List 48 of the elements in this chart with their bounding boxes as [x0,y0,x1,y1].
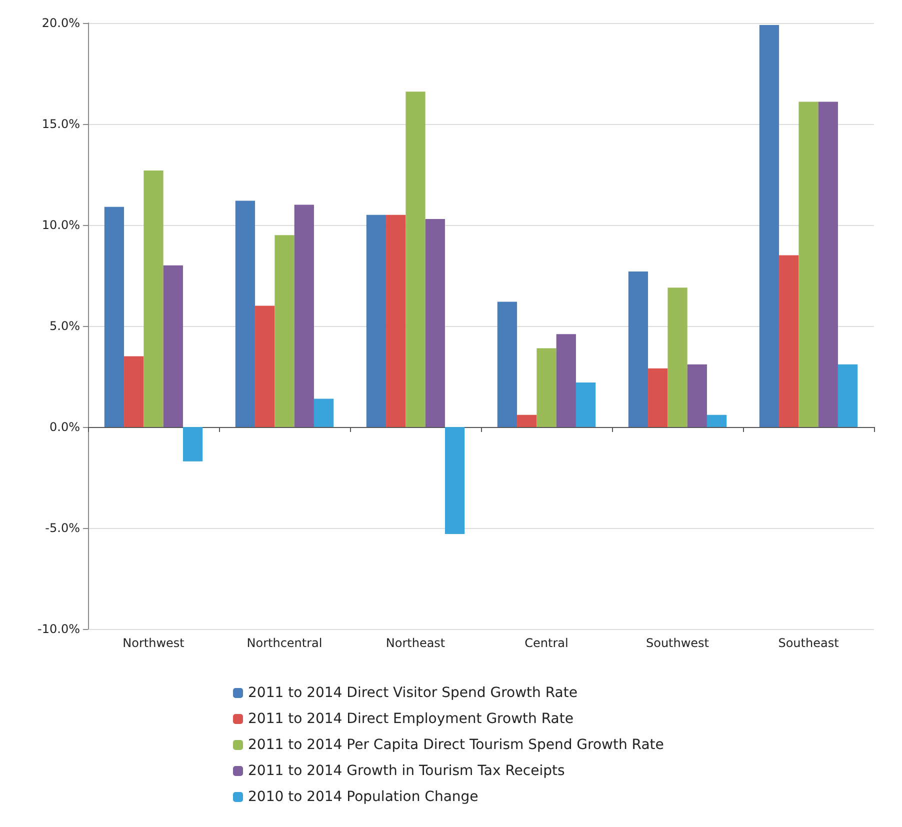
bar [648,368,668,427]
bar [235,200,256,427]
bar [144,170,164,427]
x-tick-label: Northcentral [246,636,322,650]
y-tick-label: 0.0% [50,420,80,434]
bar [556,334,576,427]
bar [628,271,648,427]
bar [706,414,727,427]
bar [425,218,445,427]
legend-label: 2011 to 2014 Per Capita Direct Tourism Spend Growth Rate [248,737,664,753]
x-tick-label: Northwest [122,636,185,650]
bar [687,364,707,427]
bar [444,427,465,534]
bar [104,206,124,427]
y-tick-label: 20.0% [42,16,80,30]
y-tick-label: 5.0% [50,319,80,333]
x-tick-label: Southwest [646,636,710,650]
bar [163,265,183,427]
y-tick-label: -10.0% [38,622,80,636]
legend-label: 2010 to 2014 Population Change [248,789,478,805]
legend-label: 2011 to 2014 Growth in Tourism Tax Receipts [248,763,565,779]
legend-label: 2011 to 2014 Direct Employment Growth Rate [248,711,574,727]
x-tick-label: Central [524,636,568,650]
bar [406,92,426,427]
bar [818,102,838,427]
y-tick-label: -5.0% [45,521,80,535]
bar [759,25,780,427]
bar [779,255,799,427]
bar [536,348,556,427]
bar [294,204,314,427]
bar [366,214,386,427]
y-tick-label: 10.0% [42,218,80,232]
x-tick-label: Southeast [778,636,840,650]
bar [274,235,294,427]
bar [838,364,858,427]
bar [124,356,144,427]
legend-label: 2011 to 2014 Direct Visitor Spend Growth Rate [248,685,578,701]
y-tick-label: 15.0% [42,117,80,131]
bar [182,427,203,462]
bar [576,382,596,427]
bar [798,102,818,427]
bar [314,398,334,427]
x-tick-label: Northeast [386,636,446,650]
bar [497,302,518,427]
bar [255,306,275,427]
bar [668,288,688,427]
bar [386,214,406,427]
bar [517,414,537,427]
